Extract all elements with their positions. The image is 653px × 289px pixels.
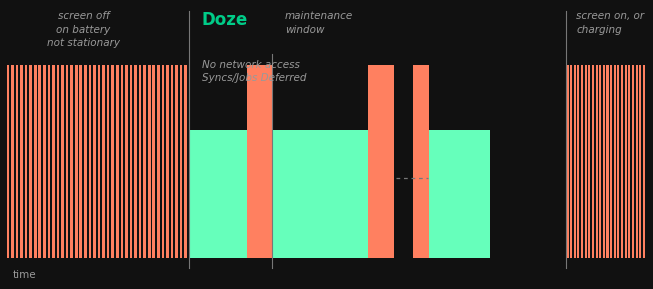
Bar [107, 65, 110, 258]
Bar [635, 65, 638, 258]
Bar [80, 65, 82, 258]
Bar [25, 65, 27, 258]
Bar [639, 65, 641, 258]
Bar [180, 65, 182, 258]
Bar [152, 65, 155, 258]
Bar [34, 65, 37, 258]
Text: screen on, or
charging: screen on, or charging [576, 11, 645, 35]
Bar [93, 65, 96, 258]
Bar [632, 65, 634, 258]
Bar [130, 65, 133, 258]
Bar [125, 65, 128, 258]
Bar [52, 65, 55, 258]
Bar [43, 65, 46, 258]
Bar [61, 65, 64, 258]
Text: maintenance
window: maintenance window [285, 11, 353, 35]
Bar [413, 65, 429, 258]
Bar [20, 65, 23, 258]
Bar [170, 65, 173, 258]
Bar [617, 65, 620, 258]
Bar [247, 65, 272, 258]
Bar [643, 65, 645, 258]
Bar [368, 65, 394, 258]
Bar [71, 65, 73, 258]
Bar [135, 65, 137, 258]
Bar [614, 65, 616, 258]
Bar [607, 65, 609, 258]
Text: time: time [13, 271, 37, 280]
Bar [29, 65, 32, 258]
Bar [161, 65, 164, 258]
Bar [588, 65, 590, 258]
Bar [157, 65, 159, 258]
Bar [89, 65, 91, 258]
Bar [628, 65, 630, 258]
Text: Doze: Doze [202, 11, 248, 29]
Text: screen off
on battery
not stationary: screen off on battery not stationary [47, 11, 119, 48]
Bar [75, 65, 78, 258]
Bar [577, 65, 579, 258]
Bar [112, 65, 114, 258]
Text: No network access
Syncs/Jobs Deferred: No network access Syncs/Jobs Deferred [202, 60, 306, 83]
Bar [66, 65, 69, 258]
Bar [116, 65, 119, 258]
Bar [166, 65, 168, 258]
Bar [603, 65, 605, 258]
Bar [103, 65, 105, 258]
Bar [11, 65, 14, 258]
Bar [39, 65, 41, 258]
Bar [621, 65, 623, 258]
Bar [57, 65, 59, 258]
Bar [121, 65, 123, 258]
Bar [592, 65, 594, 258]
Bar [574, 65, 576, 258]
Bar [570, 65, 572, 258]
Bar [184, 65, 187, 258]
Bar [148, 65, 151, 258]
Bar [138, 65, 142, 258]
Bar [98, 65, 101, 258]
Bar [7, 65, 9, 258]
Bar [581, 65, 583, 258]
Bar [272, 130, 368, 258]
Bar [48, 65, 50, 258]
Bar [189, 130, 247, 258]
Bar [596, 65, 597, 258]
Bar [16, 65, 18, 258]
Bar [584, 65, 587, 258]
Bar [175, 65, 178, 258]
Bar [610, 65, 613, 258]
Bar [566, 65, 569, 258]
Bar [429, 130, 490, 258]
Bar [143, 65, 146, 258]
Bar [599, 65, 601, 258]
Bar [84, 65, 87, 258]
Bar [625, 65, 627, 258]
